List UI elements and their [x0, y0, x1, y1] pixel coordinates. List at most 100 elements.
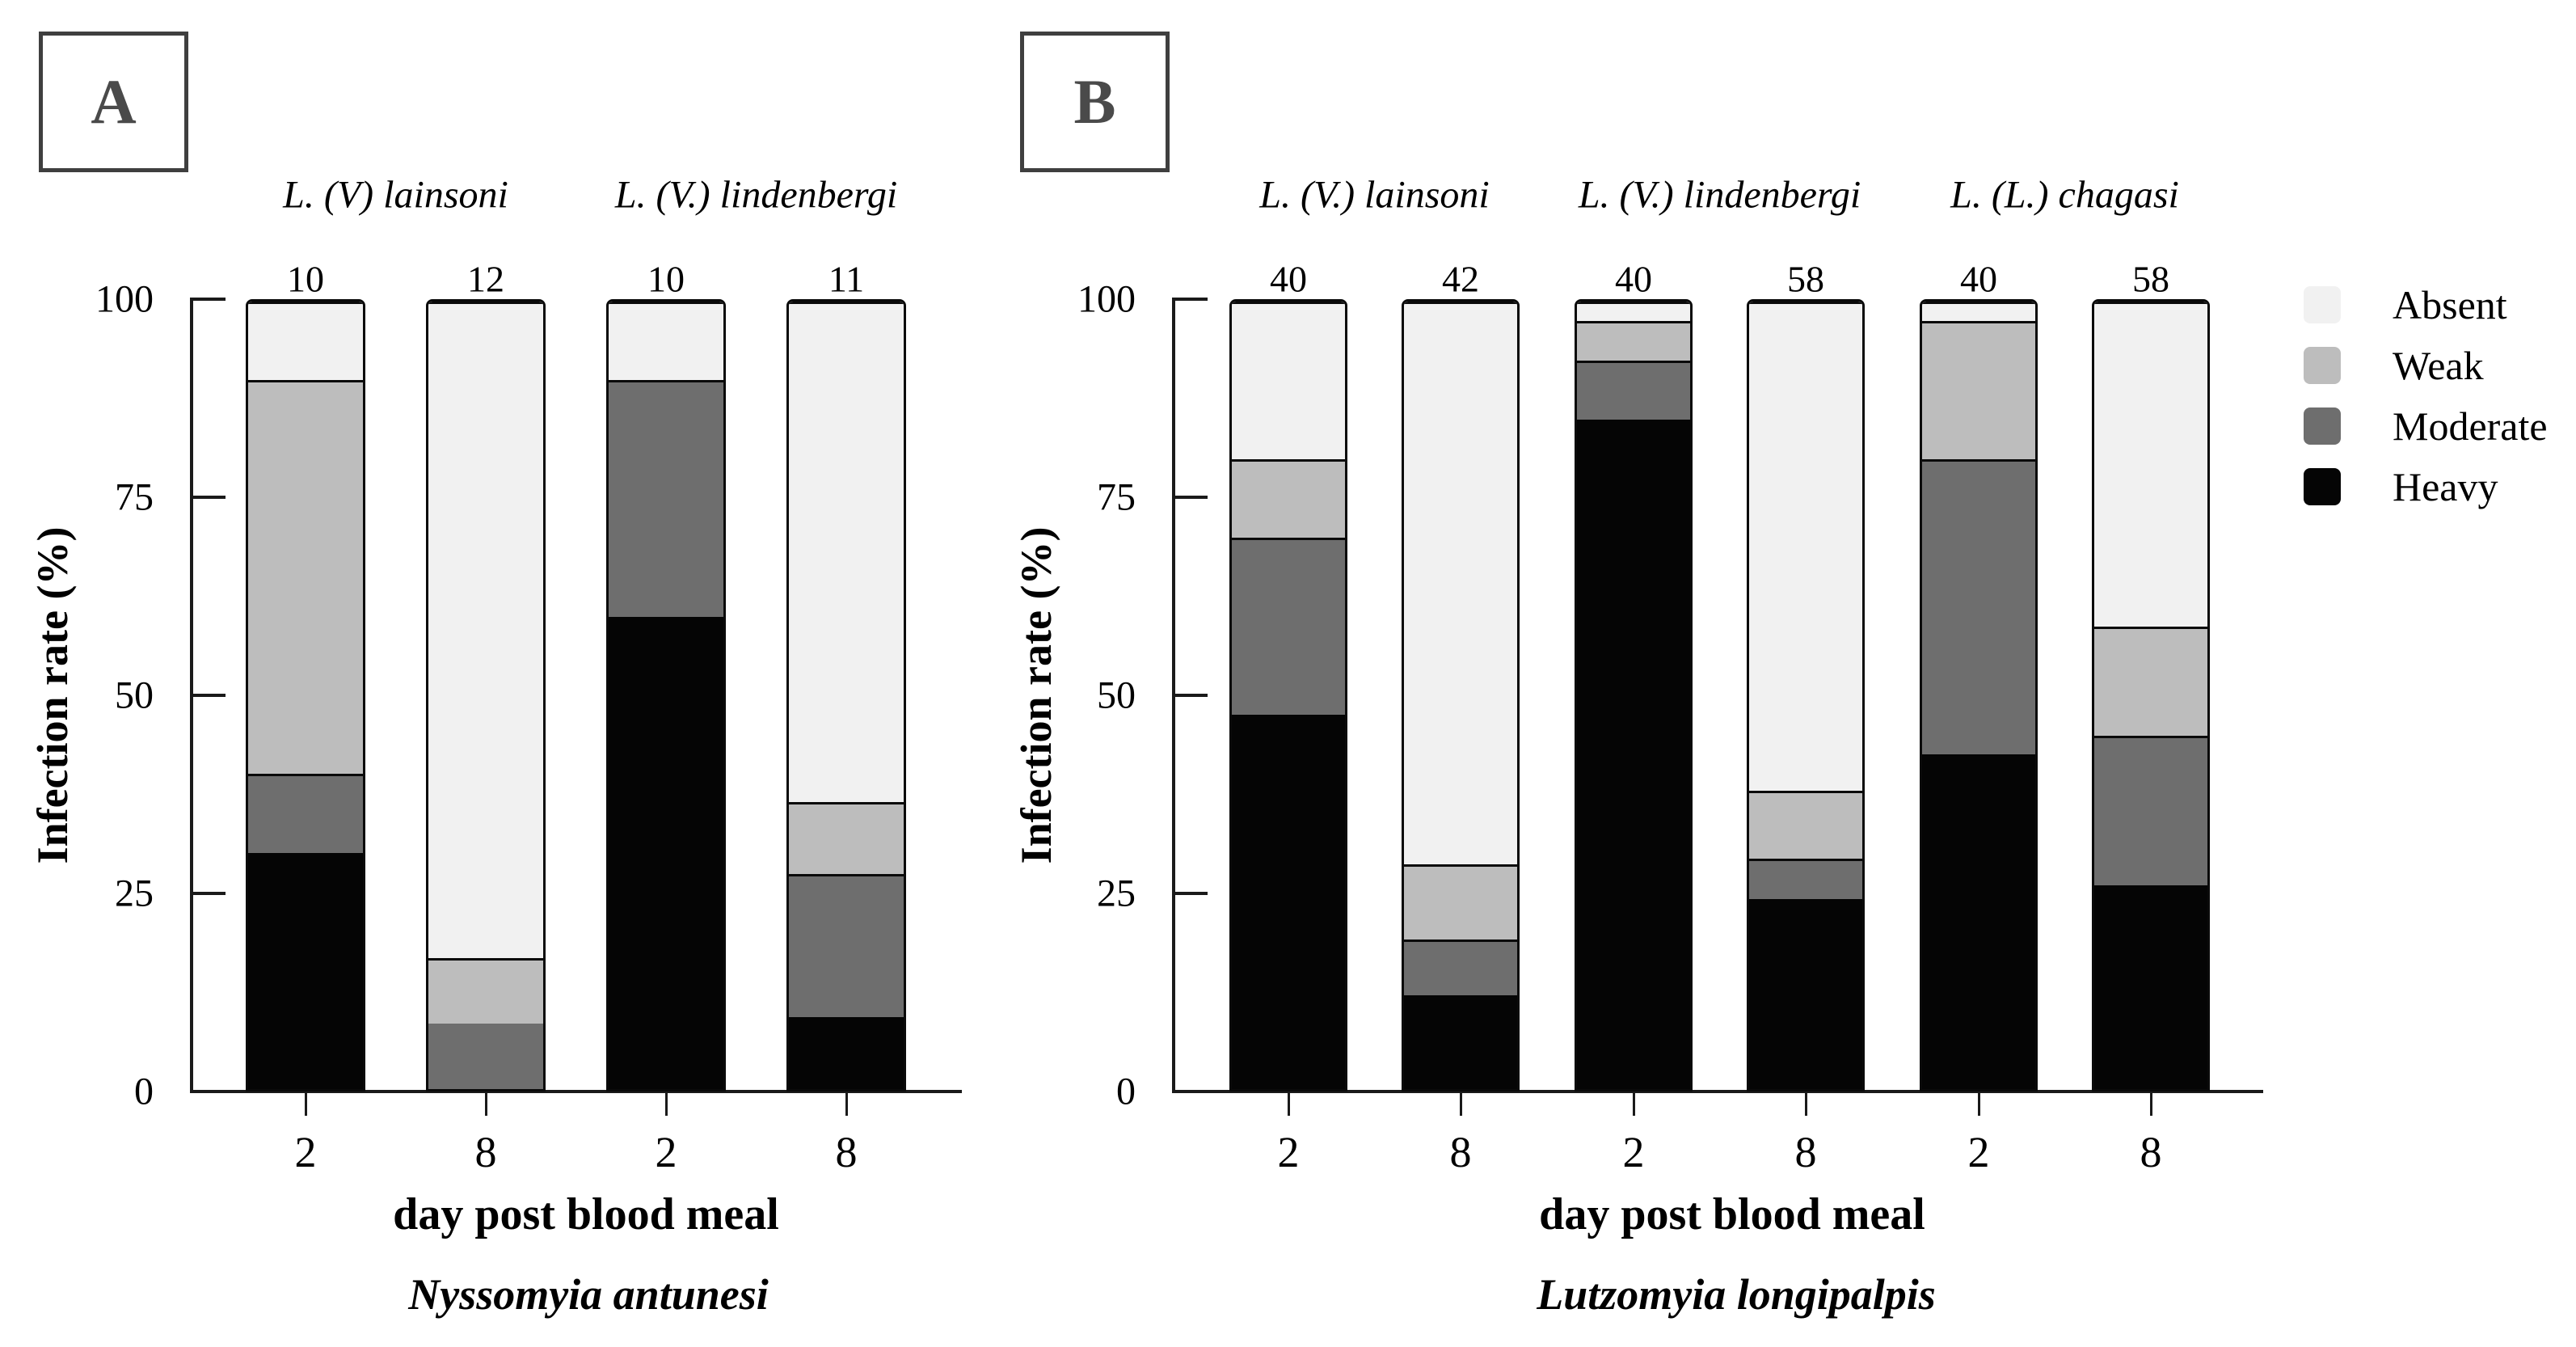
panel-b-bar-5-segment-moderate: [2094, 735, 2207, 885]
panel-b-bar-count-4: 40: [1960, 258, 1997, 300]
panel-a-y-tick-50: [190, 694, 226, 697]
panel-b-bar-2-segment-heavy: [1577, 420, 1690, 1089]
panel-b-group-label-2: L. (L.) chagasi: [1950, 173, 2179, 217]
panel-b-y-tick-label-75: 75: [1097, 475, 1136, 519]
panel-a-y-tick-100: [190, 298, 226, 301]
panel-a-bar-2-segment-moderate: [609, 380, 723, 617]
panel-b-bar-count-2: 40: [1615, 258, 1652, 300]
panel-b-bar-1-segment-moderate: [1404, 939, 1517, 996]
panel-b-x-tick-label-0: 2: [1277, 1128, 1300, 1176]
legend-item-heavy: Heavy: [2304, 463, 2498, 510]
panel-b-bar-3-segment-weak: [1749, 790, 1862, 859]
legend-swatch-heavy: [2304, 468, 2341, 505]
panel-a-bar-0-segment-moderate: [248, 774, 363, 853]
panel-b-y-tick-75: [1172, 496, 1208, 499]
panel-a-x-tick-label-3: 8: [835, 1128, 858, 1176]
panel-a-y-tick-label-100: 100: [95, 277, 154, 321]
panel-a-y-tick-75: [190, 496, 226, 499]
panel-b-bar-5: [2092, 299, 2210, 1092]
panel-b-bar-count-0: 40: [1270, 258, 1307, 300]
panel-b-x-tick-label-2: 2: [1622, 1128, 1645, 1176]
panel-a-species-title: Nyssomyia antunesi: [408, 1270, 769, 1319]
panel-a-bar-2: [606, 299, 726, 1092]
panel-b-x-tick-label-5: 8: [2140, 1128, 2162, 1176]
panel-a-y-tick-label-25: 25: [115, 872, 154, 915]
panel-a-bar-3-segment-absent: [789, 302, 904, 803]
legend-swatch-moderate: [2304, 407, 2341, 445]
panel-b-y-tick-label-100: 100: [1077, 277, 1136, 321]
panel-a-x-tick-3: [845, 1092, 848, 1116]
panel-a-x-tick-label-2: 2: [655, 1128, 677, 1176]
panel-a-box: A: [39, 32, 188, 172]
panel-b-species-title: Lutzomyia longipalpis: [1537, 1270, 1936, 1319]
panel-b-x-tick-label-1: 8: [1449, 1128, 1472, 1176]
panel-b-bar-4-segment-weak: [1922, 321, 2035, 459]
panel-b-y-tick-label-0: 0: [1116, 1070, 1136, 1113]
panel-a-x-tick-label-1: 8: [474, 1128, 497, 1176]
legend-label-absent: Absent: [2393, 282, 2507, 327]
panel-b-bar-4-segment-absent: [1922, 302, 2035, 322]
panel-b-bar-4: [1920, 299, 2038, 1092]
panel-b-x-tick-4: [1977, 1092, 1980, 1116]
panel-b-bar-2-segment-weak: [1577, 321, 1690, 361]
panel-b-x-tick-5: [2149, 1092, 2152, 1116]
panel-a-x-tick-label-0: 2: [294, 1128, 317, 1176]
panel-b-bar-0-segment-moderate: [1232, 538, 1345, 716]
panel-b-bar-3-segment-absent: [1749, 302, 1862, 791]
panel-b-bar-3-segment-heavy: [1749, 899, 1862, 1089]
panel-b-bar-4-segment-heavy: [1922, 754, 2035, 1089]
panel-b-y-tick-25: [1172, 892, 1208, 895]
panel-b-bar-5-segment-weak: [2094, 627, 2207, 736]
panel-b-bar-1-segment-weak: [1404, 864, 1517, 940]
panel-a-group-label-0: L. (V) lainsoni: [283, 173, 508, 217]
panel-b-bar-0-segment-absent: [1232, 302, 1345, 459]
panel-a-letter: A: [91, 66, 137, 137]
panel-a-bar-0-segment-absent: [248, 302, 363, 381]
panel-a-bar-count-1: 12: [467, 258, 504, 300]
panel-b-bar-2-segment-moderate: [1577, 361, 1690, 420]
panel-b-bar-1-segment-absent: [1404, 302, 1517, 865]
panel-b-letter: B: [1073, 66, 1116, 137]
panel-b-bar-1-segment-heavy: [1404, 995, 1517, 1089]
panel-b-group-label-1: L. (V.) lindenbergi: [1578, 173, 1861, 217]
panel-a-group-label-1: L. (V.) lindenbergi: [614, 173, 898, 217]
panel-b-x-tick-2: [1632, 1092, 1635, 1116]
panel-a-bar-0-segment-heavy: [248, 852, 363, 1089]
panel-b-bar-0-segment-heavy: [1232, 715, 1345, 1089]
panel-b-bar-2: [1575, 299, 1693, 1092]
legend-item-moderate: Moderate: [2304, 403, 2548, 450]
panel-a-y-tick-25: [190, 892, 226, 895]
panel-a-bar-count-2: 10: [647, 258, 685, 300]
panel-b-y-tick-50: [1172, 694, 1208, 697]
panel-b-box: B: [1020, 32, 1170, 172]
panel-a-y-tick-label-0: 0: [134, 1070, 154, 1113]
panel-a-y-tick-label-50: 50: [115, 674, 154, 717]
panel-a-y-tick-label-75: 75: [115, 475, 154, 519]
panel-b-x-tick-0: [1287, 1092, 1290, 1116]
panel-a-bar-2-segment-absent: [609, 302, 723, 381]
panel-a-bar-0-segment-weak: [248, 380, 363, 775]
panel-a-bar-0: [246, 299, 365, 1092]
legend-item-absent: Absent: [2304, 281, 2507, 328]
legend-item-weak: Weak: [2304, 342, 2484, 389]
panel-b-y-tick-100: [1172, 298, 1208, 301]
panel-b-group-label-0: L. (V.) lainsoni: [1259, 173, 1490, 217]
panel-a-bar-count-0: 10: [287, 258, 324, 300]
panel-b-bar-count-1: 42: [1442, 258, 1479, 300]
panel-a-bar-1: [426, 299, 546, 1092]
panel-b-x-tick-3: [1804, 1092, 1807, 1116]
panel-a-x-tick-0: [304, 1092, 307, 1116]
panel-a-bar-3-segment-moderate: [789, 874, 904, 1018]
panel-a-x-tick-2: [664, 1092, 668, 1116]
panel-b-bar-count-3: 58: [1787, 258, 1824, 300]
panel-a-x-axis-title: day post blood meal: [393, 1189, 779, 1239]
panel-b-bar-0-segment-weak: [1232, 458, 1345, 538]
panel-a-bar-count-3: 11: [828, 258, 865, 300]
legend-swatch-weak: [2304, 347, 2341, 384]
panel-a-bar-1-segment-moderate: [428, 1024, 543, 1089]
panel-a-bar-3: [786, 299, 906, 1092]
panel-b-bar-0: [1229, 299, 1347, 1092]
panel-b-y-tick-label-25: 25: [1097, 872, 1136, 915]
panel-a-x-axis-line: [190, 1090, 962, 1093]
